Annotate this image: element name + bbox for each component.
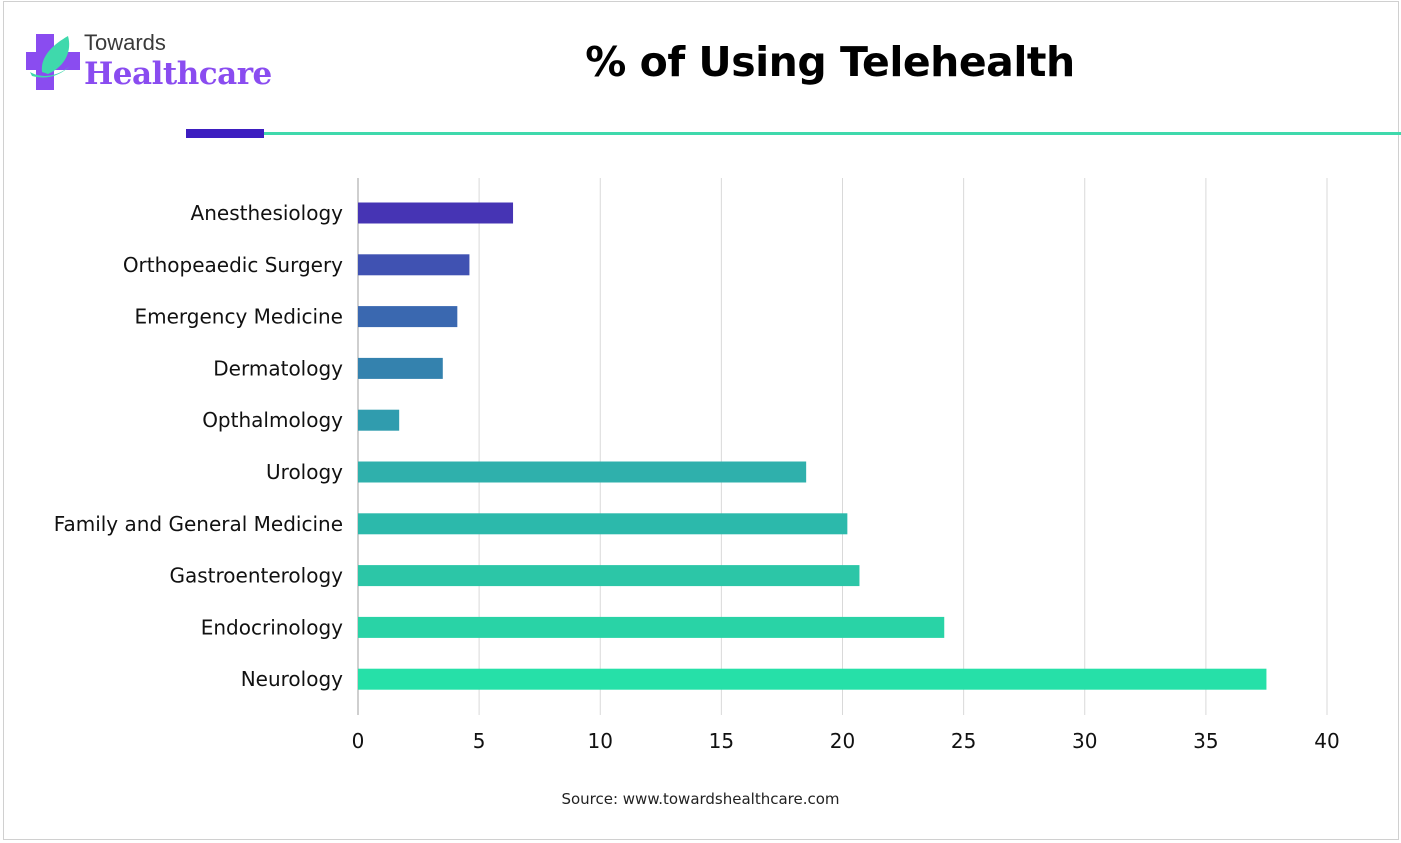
brand-line1: Towards	[84, 30, 166, 55]
x-tick-label: 25	[951, 729, 976, 753]
chart-title: % of Using Telehealth	[585, 38, 1075, 86]
bar	[358, 616, 945, 638]
y-category-label: Neurology	[241, 667, 343, 691]
bar	[358, 668, 1267, 690]
y-category-label: Family and General Medicine	[54, 512, 343, 536]
bar	[358, 357, 443, 379]
y-category-label: Urology	[266, 460, 343, 484]
y-category-label: Emergency Medicine	[134, 305, 343, 329]
chart-frame	[3, 1, 1399, 840]
x-tick-label: 40	[1314, 729, 1339, 753]
brand-line2: Healthcare	[84, 56, 272, 92]
y-category-label: Gastroenterology	[169, 564, 343, 588]
bar	[358, 409, 400, 431]
title-underline-accent	[186, 129, 264, 138]
y-category-label: Dermatology	[213, 356, 343, 380]
x-tick-label: 35	[1193, 729, 1218, 753]
y-category-label: Endocrinology	[201, 615, 343, 639]
bar	[358, 306, 458, 328]
x-tick-label: 5	[473, 729, 486, 753]
bar	[358, 202, 514, 224]
x-tick-label: 20	[830, 729, 855, 753]
x-tick-label: 15	[709, 729, 734, 753]
x-tick-label: 0	[352, 729, 365, 753]
y-category-label: Anesthesiology	[191, 201, 344, 225]
bar	[358, 461, 807, 483]
y-category-label: Opthalmology	[202, 408, 343, 432]
title-underline	[264, 132, 1401, 135]
bar	[358, 513, 848, 535]
x-tick-label: 30	[1072, 729, 1097, 753]
brand-logo: Towards Healthcare	[26, 30, 272, 100]
x-tick-label: 10	[588, 729, 613, 753]
plus-leaf-icon	[26, 34, 80, 90]
bar	[358, 254, 470, 276]
source-note: Source: www.towardshealthcare.com	[561, 790, 840, 808]
y-category-label: Orthopeaedic Surgery	[123, 253, 343, 277]
bar	[358, 565, 860, 587]
